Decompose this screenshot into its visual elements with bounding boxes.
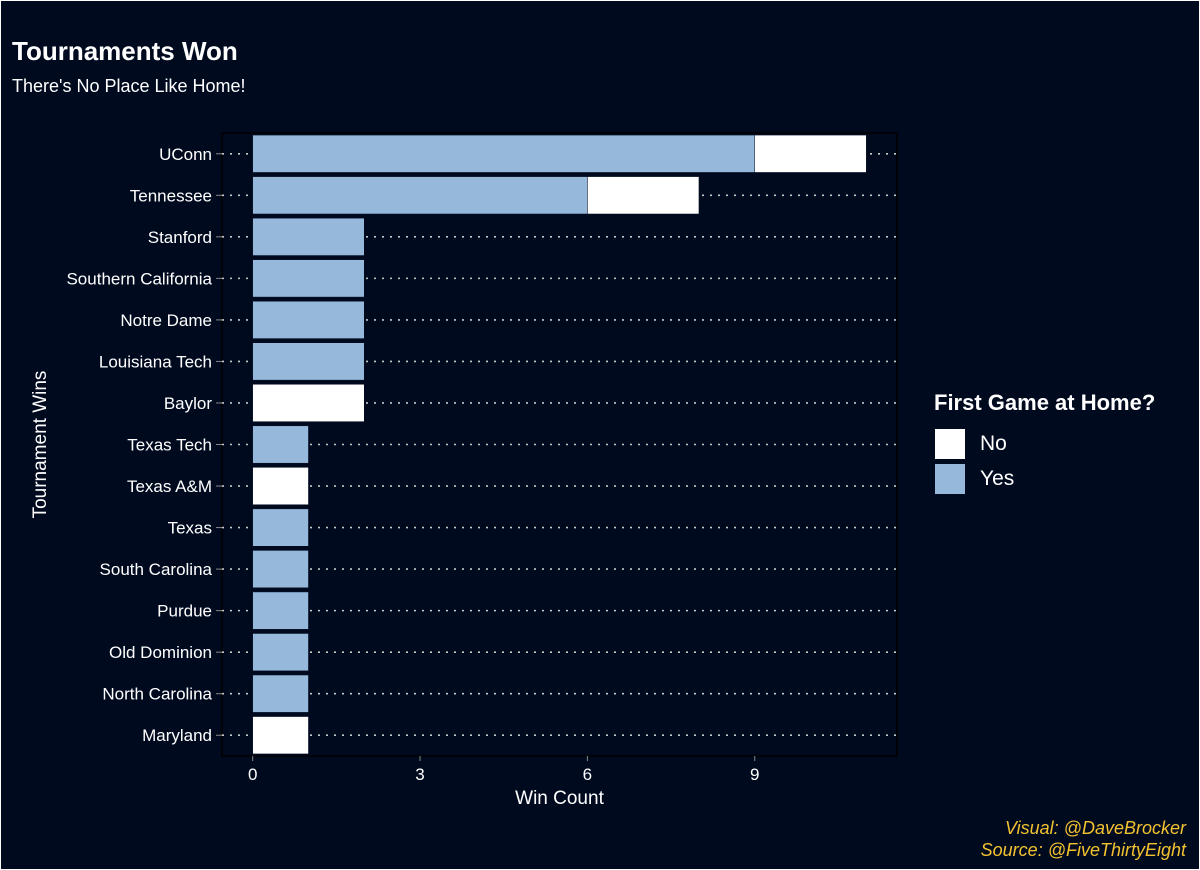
legend-item-no: No: [934, 426, 1155, 461]
y-tick-label: Texas A&M: [127, 477, 212, 496]
bar-yes: [252, 633, 309, 672]
bar-no: [252, 384, 365, 422]
legend-title: First Game at Home?: [934, 390, 1156, 415]
bar-yes: [252, 508, 309, 547]
bar-yes: [252, 259, 365, 298]
bar-yes: [252, 342, 365, 381]
y-axis-title: Tournament Wins: [30, 371, 51, 519]
legend-item-yes: Yes: [934, 461, 1155, 496]
x-axis-title: Win Count: [515, 788, 604, 809]
x-tick-label: 0: [248, 765, 257, 784]
bar-no: [587, 176, 700, 215]
y-tick-label: North Carolina: [102, 685, 212, 704]
x-tick-label: 6: [583, 765, 592, 784]
bar-no: [252, 467, 309, 505]
x-tick-label: 3: [415, 765, 424, 784]
bar-yes: [252, 300, 365, 339]
y-tick-label: Texas Tech: [127, 436, 212, 455]
y-tick-label: Maryland: [142, 726, 212, 745]
y-tick-label: Baylor: [164, 394, 213, 413]
bar-no: [252, 716, 309, 755]
legend-swatch-no: [934, 427, 966, 460]
bar-yes: [252, 134, 755, 173]
y-tick-label: South Carolina: [100, 560, 213, 579]
y-tick-label: Tennessee: [130, 186, 212, 205]
credit-source: Source: @FiveThirtyEight: [980, 840, 1186, 860]
legend-label-yes: Yes: [980, 466, 1015, 490]
chart-title: Tournaments Won: [12, 36, 238, 66]
credits: Visual: @DaveBrocker Source: @FiveThirty…: [981, 817, 1186, 861]
y-tick-label: Texas: [168, 519, 212, 538]
chart-subtitle: There's No Place Like Home!: [12, 76, 246, 96]
bar-yes: [252, 550, 309, 589]
y-tick-label: Stanford: [148, 228, 212, 247]
bar-yes: [252, 674, 309, 713]
x-tick-label: 9: [750, 765, 759, 784]
bar-yes: [252, 591, 309, 630]
bar-yes: [252, 217, 365, 256]
y-tick-label: Southern California: [66, 269, 212, 288]
y-tick-label: UConn: [159, 145, 212, 164]
bar-yes: [252, 176, 588, 215]
y-tick-label: Notre Dame: [120, 311, 212, 330]
bar-no: [754, 134, 867, 173]
legend: First Game at Home? No Yes: [934, 390, 1155, 496]
bar-yes: [252, 425, 309, 464]
credit-visual: Visual: @DaveBrocker: [1004, 818, 1186, 838]
legend-swatch-yes: [934, 462, 966, 495]
y-tick-label: Old Dominion: [109, 643, 212, 662]
y-tick-label: Louisiana Tech: [99, 352, 212, 371]
y-tick-label: Purdue: [157, 602, 212, 621]
legend-label-no: No: [980, 431, 1007, 455]
